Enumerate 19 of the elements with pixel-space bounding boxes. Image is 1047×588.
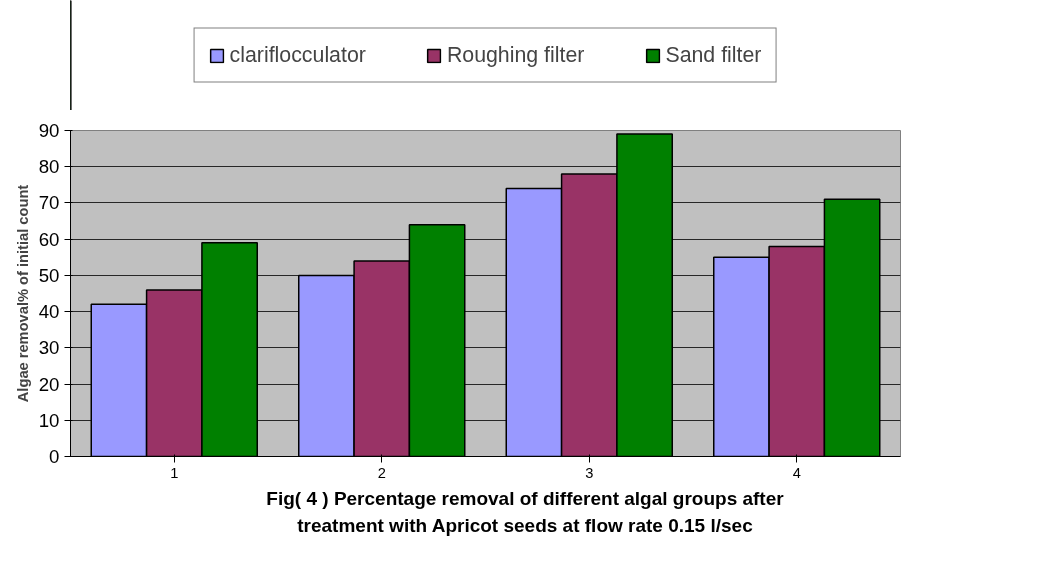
y-tick-label: 90 [38,120,60,141]
legend-label: clariflocculator [229,42,366,68]
y-axis-title: Algae removal% of initial count [14,184,31,403]
x-tick-label: 1 [170,464,179,481]
y-tick-label: 0 [49,446,60,467]
text: Fig( 4 ) Percentage removal of different algal groups after treatment with Apricot seeds at flow rate 0.15 l/sec [266,487,784,539]
y-tick-label: 20 [38,373,60,395]
y-tick-label: 60 [38,228,60,250]
y-tick-label: 80 [38,156,60,178]
x-tick-label: 2 [377,464,386,481]
y-tick-label: 10 [38,409,60,431]
y-tick-label: 50 [38,264,60,286]
y-tick-label: 70 [38,192,60,214]
legend-label: Sand filter [665,42,762,68]
legend-label: Roughing filter [446,42,585,68]
y-tick-label: 30 [38,337,60,359]
x-tick-label: 3 [585,464,594,481]
x-tick-label: 4 [792,464,801,481]
y-tick-label: 40 [38,301,60,323]
